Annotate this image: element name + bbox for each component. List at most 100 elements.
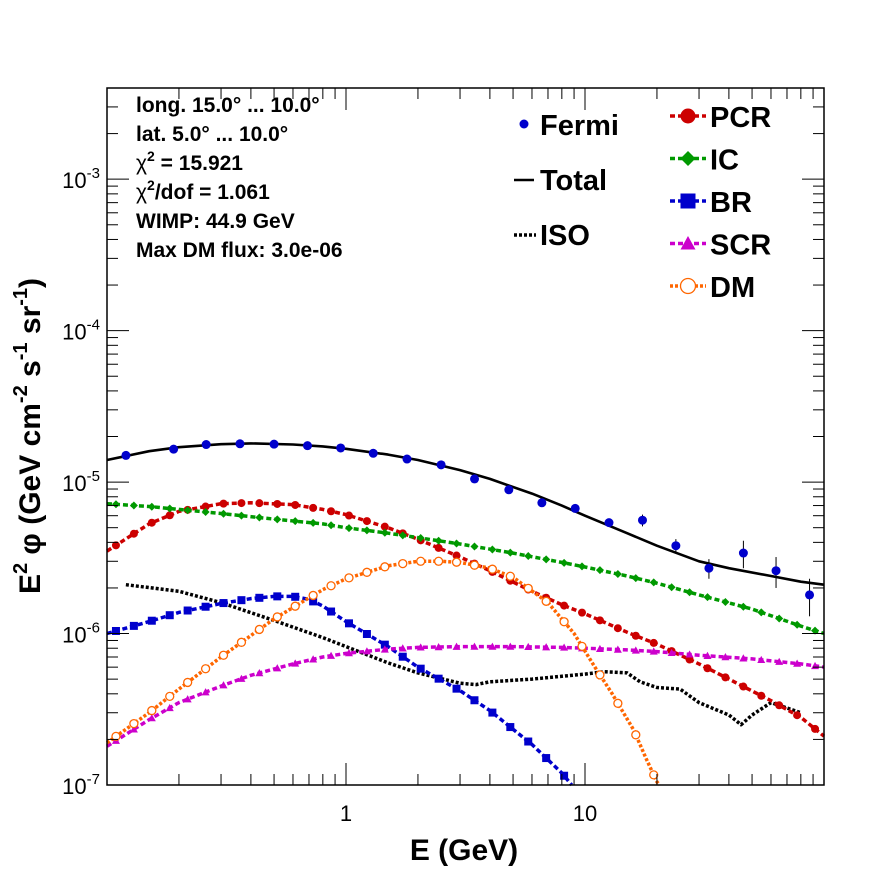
- series-marker: [542, 754, 551, 763]
- series-marker: [147, 714, 156, 722]
- series-marker: [111, 541, 120, 550]
- series-marker: [129, 718, 139, 729]
- series-marker: [793, 659, 802, 667]
- x-tick-label: 10: [573, 801, 597, 826]
- series-marker: [721, 653, 730, 661]
- legend-marker: [679, 277, 697, 295]
- series-marker: [129, 529, 138, 538]
- y-tick-base: 10: [62, 623, 86, 648]
- fermi-point: [504, 485, 514, 495]
- fermi-point: [570, 503, 580, 513]
- series-marker: [541, 596, 551, 606]
- series-marker: [291, 517, 300, 526]
- series-marker: [739, 654, 748, 662]
- y-title-part-b: φ (GeV cm: [14, 403, 47, 563]
- series-marker: [452, 551, 461, 560]
- legend-label: PCR: [710, 102, 771, 134]
- series-marker: [111, 500, 120, 509]
- legend-label: BR: [710, 187, 752, 219]
- legend-item-pcr: PCR: [670, 102, 771, 134]
- series-marker: [183, 677, 193, 688]
- series-marker: [326, 581, 336, 591]
- y-title-sup-a: 2: [10, 563, 32, 574]
- y-tick-exp: -4: [87, 317, 100, 334]
- series-marker: [506, 723, 515, 732]
- series-marker: [523, 583, 533, 593]
- series-marker: [327, 651, 336, 659]
- series-marker: [560, 558, 569, 567]
- series-marker: [470, 542, 479, 551]
- y-tick-label: 10-3: [62, 165, 100, 193]
- legend-item-scr: SCR: [670, 230, 771, 262]
- y-title-part-e: ): [14, 278, 47, 288]
- chi-exp: 2: [147, 177, 155, 193]
- fermi-point: [302, 441, 312, 451]
- y-title-part-d: sr: [14, 305, 47, 342]
- series-marker: [488, 545, 497, 554]
- legend-item-fermi: Fermi: [519, 110, 619, 142]
- series-marker: [147, 502, 156, 511]
- series-marker: [721, 673, 730, 682]
- series-marker: [291, 659, 300, 667]
- series-marker: [595, 670, 605, 680]
- series-marker: [237, 674, 246, 682]
- legend-item-total: Total: [514, 165, 607, 197]
- series-marker: [237, 499, 246, 508]
- series-marker: [344, 649, 353, 657]
- series-marker: [236, 637, 247, 647]
- series-marker: [595, 644, 604, 653]
- series-marker: [452, 684, 461, 693]
- series-marker: [380, 645, 389, 653]
- series-marker: [362, 647, 371, 655]
- series-marker: [775, 701, 784, 710]
- series-marker: [147, 616, 156, 625]
- y-tick-label: 10-6: [62, 620, 100, 648]
- series-marker: [757, 691, 766, 700]
- series-dm: [105, 556, 661, 787]
- series-marker: [255, 669, 264, 677]
- series-marker: [380, 562, 390, 572]
- fermi-point: [436, 460, 446, 470]
- series-marker: [380, 528, 389, 537]
- series-marker: [434, 543, 443, 552]
- series-marker: [291, 592, 300, 601]
- fermi-data-points: [121, 439, 815, 617]
- series-marker: [362, 526, 371, 535]
- series-marker: [201, 688, 210, 696]
- series-marker: [434, 674, 443, 683]
- annotation-line: Max DM flux: 3.0e-06: [136, 239, 343, 262]
- fermi-point: [121, 450, 131, 460]
- series-marker: [273, 664, 282, 672]
- series-marker: [434, 643, 443, 651]
- legend-label: DM: [710, 272, 755, 304]
- series-marker: [218, 650, 229, 660]
- legend-item-ic: IC: [670, 145, 739, 177]
- series-marker: [201, 502, 210, 511]
- series-marker: [344, 511, 353, 520]
- legend-label: SCR: [710, 230, 771, 262]
- legend: Fermi Total ISO PCR IC BR SCR DM: [514, 102, 771, 304]
- series-marker: [183, 606, 192, 615]
- series-marker: [649, 638, 658, 647]
- series-marker: [398, 531, 407, 540]
- series-marker: [488, 708, 497, 717]
- y-title-part-a: E: [14, 574, 47, 594]
- series-marker: [362, 517, 371, 526]
- y-tick-exp: -6: [87, 620, 100, 637]
- series-marker: [739, 682, 748, 691]
- series-marker: [327, 507, 336, 516]
- series-marker: [703, 664, 712, 673]
- series-marker: [165, 504, 174, 513]
- series-iso: [125, 582, 802, 727]
- fermi-point: [169, 444, 179, 454]
- y-tick-exp: -3: [87, 165, 100, 182]
- series-marker: [273, 499, 282, 508]
- y-axis-title: E2 φ (GeV cm-2 s-1 sr-1): [10, 278, 47, 594]
- series-marker: [219, 681, 228, 689]
- series-marker: [685, 650, 694, 658]
- series-marker: [469, 560, 480, 570]
- series-marker: [578, 608, 587, 617]
- legend-item-br: BR: [670, 187, 752, 219]
- annotation-line: lat. 5.0° ... 10.0°: [136, 123, 288, 146]
